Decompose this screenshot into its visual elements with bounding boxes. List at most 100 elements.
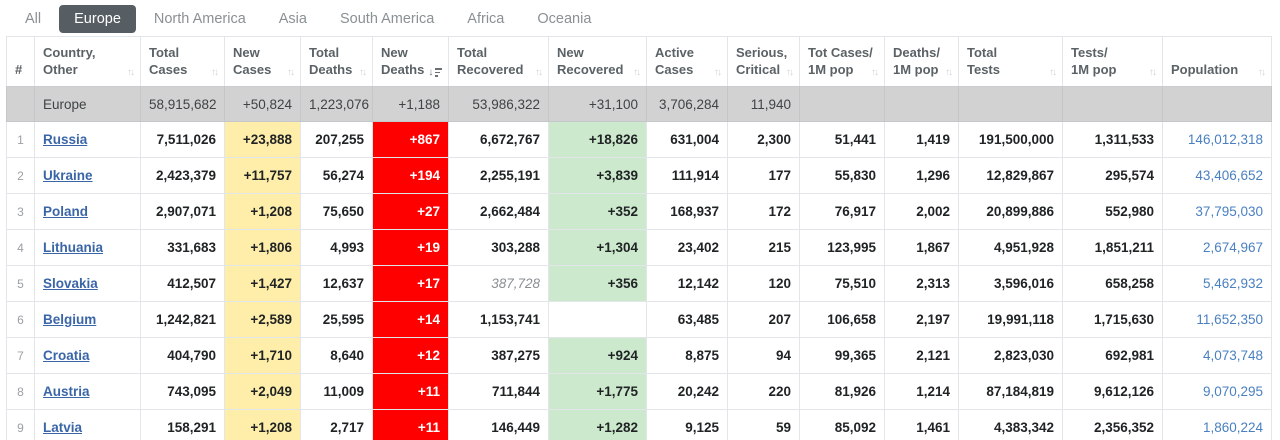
total-cell-total_recovered: 53,986,322 (448, 86, 549, 122)
country-link[interactable]: Poland (43, 204, 89, 219)
header-label: Total (967, 44, 998, 60)
cell-total_cases: 2,423,379 (140, 157, 225, 194)
cell-rank: 7 (6, 337, 35, 374)
cell-new_cases: +1,208 (224, 409, 301, 440)
cell-deaths_per_1m: 2,121 (884, 337, 959, 374)
country-link[interactable]: Austria (43, 384, 90, 399)
header-label: # (15, 62, 23, 78)
population-link[interactable]: 9,070,295 (1202, 384, 1263, 399)
header-label: 1M pop (893, 62, 939, 78)
header-label: Deaths (309, 62, 353, 78)
continent-tabs: All Europe North America Asia South America A… (0, 0, 1280, 34)
tab-south-america[interactable]: South America (325, 5, 449, 33)
col-header-country[interactable]: Country, Other ↑↓ (34, 36, 141, 87)
population-link[interactable]: 4,073,748 (1202, 348, 1263, 363)
header-label: Tests/ (1071, 44, 1108, 60)
tab-europe[interactable]: Europe (59, 5, 136, 33)
cell-deaths_per_1m: 1,296 (884, 157, 959, 194)
col-header-total_cases[interactable]: Total Cases ↑↓ (140, 36, 225, 87)
table-row: 7 Croatia 404,790 +1,710 8,640 +12 387,275 +924… (6, 337, 1272, 374)
sort-icon: ↑↓ (1049, 66, 1057, 78)
cell-new_recovered: +356 (548, 265, 647, 302)
total-cell-serious_critical: 11,940 (727, 86, 800, 122)
cell-serious_critical: 120 (727, 265, 800, 302)
col-header-new_cases[interactable]: New Cases ↑↓ (224, 36, 301, 87)
cell-total_cases: 1,242,821 (140, 301, 225, 338)
tab-all[interactable]: All (10, 5, 56, 33)
header-label-line: Population ↑↓ (1171, 61, 1266, 79)
country-link[interactable]: Slovakia (43, 276, 98, 291)
cell-serious_critical: 215 (727, 229, 800, 266)
table-row: 6 Belgium 1,242,821 +2,589 25,595 +14 1,153,74… (6, 301, 1272, 338)
header-label-line: Deaths ↑↓ (309, 61, 367, 79)
col-header-total_tests[interactable]: Total Tests ↑↓ (958, 36, 1063, 87)
col-header-total_deaths[interactable]: Total Deaths ↑↓ (300, 36, 373, 87)
cell-total_tests: 3,596,016 (958, 265, 1063, 302)
col-header-new_recovered[interactable]: New Recovered ↑↓ (548, 36, 647, 87)
cell-total_recovered: 2,662,484 (448, 193, 549, 230)
col-header-active_cases[interactable]: Active Cases ↑↓ (646, 36, 728, 87)
table-row: 5 Slovakia 412,507 +1,427 12,637 +17 387,728 +3… (6, 265, 1272, 302)
population-link[interactable]: 146,012,318 (1187, 132, 1263, 147)
col-header-new_deaths[interactable]: New Deaths ↓ (372, 36, 449, 87)
cell-new_deaths: +11 (372, 409, 449, 440)
col-header-deaths_per_1m[interactable]: Deaths/1M pop ↑↓ (884, 36, 959, 87)
cell-new_cases: +2,049 (224, 373, 301, 410)
header-label-line: 1M pop ↑↓ (808, 61, 879, 79)
population-link[interactable]: 1,860,224 (1202, 420, 1263, 435)
cell-cases_per_1m: 106,658 (799, 301, 885, 338)
cell-tests_per_1m: 552,980 (1062, 193, 1163, 230)
population-link[interactable]: 37,795,030 (1195, 204, 1263, 219)
population-link[interactable]: 43,406,652 (1195, 168, 1263, 183)
country-link[interactable]: Croatia (43, 348, 90, 363)
header-label-line: New (233, 44, 293, 62)
sort-icon: ↑↓ (1149, 66, 1157, 78)
header-label: Total (149, 44, 180, 60)
col-header-tests_per_1m[interactable]: Tests/1M pop ↑↓ (1062, 36, 1163, 87)
cell-cases_per_1m: 75,510 (799, 265, 885, 302)
header-label: Deaths (381, 62, 425, 78)
header-label-line: Recovered ↑↓ (557, 61, 641, 79)
col-header-population[interactable]: Population ↑↓ (1162, 36, 1272, 87)
col-header-total_recovered[interactable]: Total Recovered ↑↓ (448, 36, 549, 87)
country-link[interactable]: Ukraine (43, 168, 93, 183)
sort-icon: ↑↓ (535, 66, 543, 78)
cell-population: 146,012,318 (1162, 121, 1272, 158)
cell-total_recovered: 6,672,767 (448, 121, 549, 158)
cell-total_deaths: 12,637 (300, 265, 373, 302)
total-cell-population (1162, 86, 1272, 122)
cell-total_deaths: 4,993 (300, 229, 373, 266)
cell-total_deaths: 2,717 (300, 409, 373, 440)
cell-rank: 5 (6, 265, 35, 302)
cell-total_cases: 404,790 (140, 337, 225, 374)
country-link[interactable]: Russia (43, 132, 88, 147)
cell-total_recovered: 2,255,191 (448, 157, 549, 194)
header-label: Tests (967, 62, 1000, 78)
total-cell-active_cases: 3,706,284 (646, 86, 728, 122)
population-link[interactable]: 2,674,967 (1202, 240, 1263, 255)
cell-new_deaths: +867 (372, 121, 449, 158)
cell-new_deaths: +19 (372, 229, 449, 266)
cell-rank: 6 (6, 301, 35, 338)
tab-north-america[interactable]: North America (139, 5, 261, 33)
header-label: Deaths/ (893, 44, 940, 60)
country-link[interactable]: Lithuania (43, 240, 103, 255)
cell-country: Croatia (34, 337, 141, 374)
tab-africa[interactable]: Africa (452, 5, 519, 33)
cell-deaths_per_1m: 1,419 (884, 121, 959, 158)
table-row: 4 Lithuania 331,683 +1,806 4,993 +19 303,288 +1… (6, 229, 1272, 266)
cell-total_recovered: 303,288 (448, 229, 549, 266)
population-link[interactable]: 5,462,932 (1202, 276, 1263, 291)
cell-total_deaths: 11,009 (300, 373, 373, 410)
col-header-serious_critical[interactable]: Serious, Critical ↑↓ (727, 36, 800, 87)
cell-deaths_per_1m: 1,214 (884, 373, 959, 410)
country-link[interactable]: Latvia (43, 420, 83, 435)
cell-serious_critical: 177 (727, 157, 800, 194)
tab-asia[interactable]: Asia (264, 5, 322, 33)
cell-country: Ukraine (34, 157, 141, 194)
population-link[interactable]: 11,652,350 (1196, 312, 1263, 327)
country-link[interactable]: Belgium (43, 312, 97, 327)
header-label: 1M pop (1071, 62, 1117, 78)
col-header-cases_per_1m[interactable]: Tot Cases/1M pop ↑↓ (799, 36, 885, 87)
tab-oceania[interactable]: Oceania (522, 5, 606, 33)
